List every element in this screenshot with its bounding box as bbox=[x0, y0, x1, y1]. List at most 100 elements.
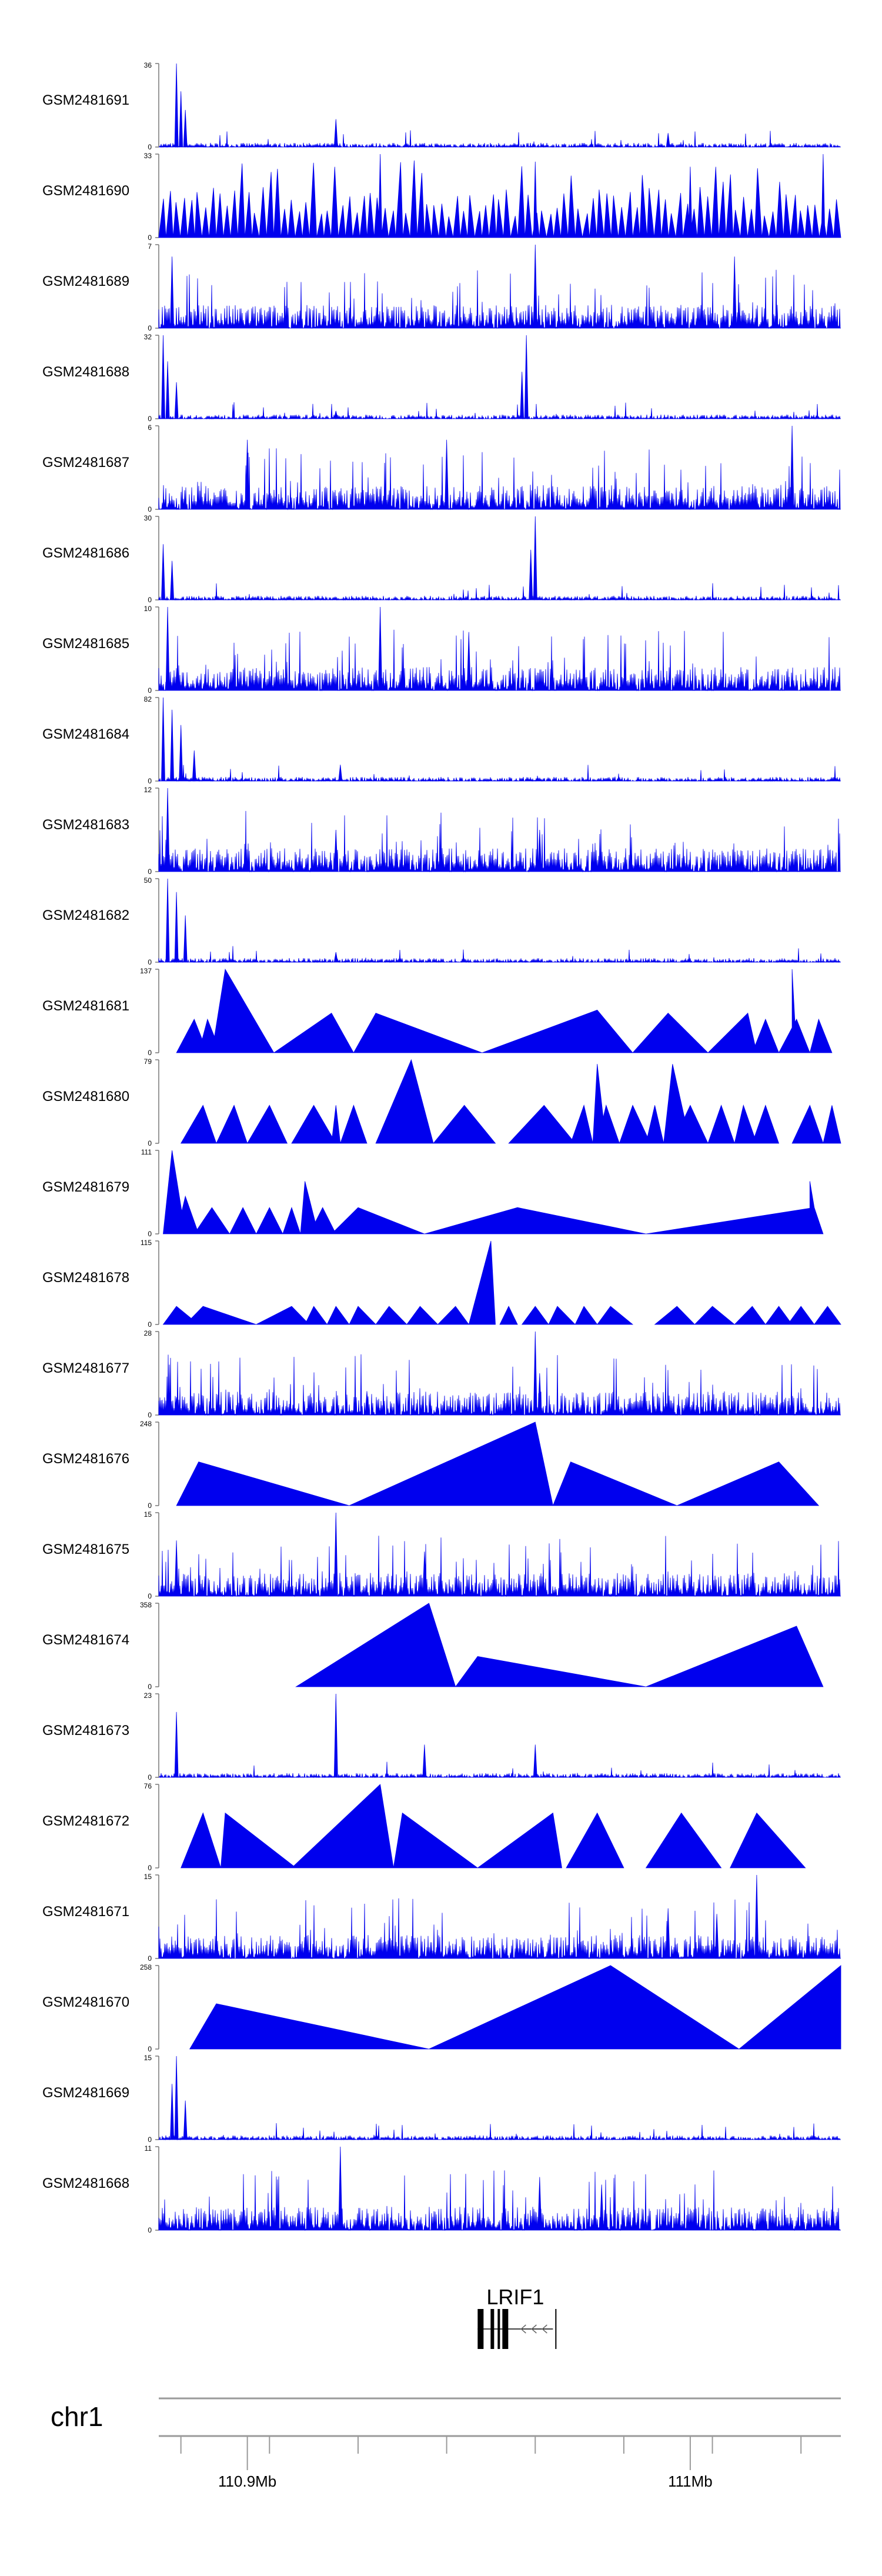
y-max-label: 6 bbox=[148, 423, 152, 432]
gene-exon bbox=[502, 2309, 509, 2349]
track-signal bbox=[295, 1603, 824, 1687]
track-label: GSM2481683 bbox=[42, 817, 129, 833]
y-max-label: 50 bbox=[144, 876, 152, 885]
y-min-label: 0 bbox=[148, 1773, 152, 1781]
track-GSM2481687: GSM2481687 6 0 bbox=[42, 423, 841, 513]
tick-label: 111Mb bbox=[668, 2472, 713, 2490]
y-min-label: 0 bbox=[148, 1683, 152, 1691]
track-label: GSM2481675 bbox=[42, 1541, 129, 1557]
y-max-label: 15 bbox=[144, 1510, 152, 1519]
y-min-label: 0 bbox=[148, 415, 152, 423]
track-signal bbox=[158, 2056, 841, 2141]
track-signal bbox=[158, 606, 841, 692]
track-signal bbox=[158, 697, 841, 782]
track-GSM2481670: GSM2481670 258 0 bbox=[42, 1963, 841, 2053]
y-min-label: 0 bbox=[148, 1230, 152, 1238]
gene-exon bbox=[497, 2309, 500, 2349]
track-signal bbox=[159, 63, 841, 148]
track-label: GSM2481674 bbox=[42, 1632, 129, 1648]
y-max-label: 358 bbox=[140, 1601, 152, 1609]
track-GSM2481674: GSM2481674 358 0 bbox=[42, 1601, 824, 1691]
y-max-label: 7 bbox=[148, 242, 152, 251]
y-max-label: 82 bbox=[144, 695, 152, 703]
track-label: GSM2481689 bbox=[42, 273, 129, 289]
track-label: GSM2481687 bbox=[42, 455, 129, 471]
y-max-label: 28 bbox=[144, 1329, 152, 1337]
y-min-label: 0 bbox=[148, 1049, 152, 1057]
track-GSM2481683: GSM2481683 12 0 bbox=[42, 786, 841, 876]
track-GSM2481675: GSM2481675 15 0 bbox=[42, 1510, 841, 1600]
track-GSM2481677: GSM2481677 28 0 bbox=[42, 1329, 841, 1419]
y-max-label: 36 bbox=[144, 61, 152, 69]
y-max-label: 137 bbox=[140, 967, 152, 975]
y-max-label: 76 bbox=[144, 1782, 152, 1790]
y-min-label: 0 bbox=[148, 1411, 152, 1419]
track-signal bbox=[158, 1512, 841, 1597]
track-GSM2481690: GSM2481690 33 0 bbox=[42, 152, 841, 242]
track-GSM2481686: GSM2481686 30 0 bbox=[42, 514, 841, 604]
track-GSM2481672: GSM2481672 76 0 bbox=[42, 1782, 806, 1872]
y-min-label: 0 bbox=[148, 1864, 152, 1872]
track-GSM2481689: GSM2481689 7 0 bbox=[42, 242, 841, 332]
track-label: GSM2481669 bbox=[42, 2085, 129, 2101]
track-signal bbox=[158, 335, 841, 420]
y-max-label: 32 bbox=[144, 333, 152, 341]
y-min-label: 0 bbox=[148, 1139, 152, 1147]
track-GSM2481688: GSM2481688 32 0 bbox=[42, 333, 841, 423]
y-min-label: 0 bbox=[148, 2135, 152, 2144]
track-label: GSM2481681 bbox=[42, 998, 129, 1014]
y-max-label: 248 bbox=[140, 1420, 152, 1428]
track-GSM2481669: GSM2481669 15 0 bbox=[42, 2054, 841, 2144]
y-max-label: 33 bbox=[144, 152, 152, 160]
gene-model bbox=[477, 2309, 557, 2349]
track-signal bbox=[158, 1693, 841, 1778]
track-label: GSM2481679 bbox=[42, 1179, 129, 1195]
track-signal bbox=[158, 878, 841, 963]
track-label: GSM2481670 bbox=[42, 1994, 129, 2010]
y-min-label: 0 bbox=[148, 777, 152, 785]
track-label: GSM2481691 bbox=[42, 92, 129, 108]
track-label: GSM2481684 bbox=[42, 726, 129, 742]
strand-arrow bbox=[520, 2324, 526, 2334]
track-signal bbox=[181, 1059, 841, 1144]
track-signal bbox=[158, 154, 841, 238]
y-min-label: 0 bbox=[148, 958, 152, 966]
track-label: GSM2481682 bbox=[42, 907, 129, 923]
track-signal bbox=[176, 968, 833, 1053]
track-signal bbox=[158, 2146, 841, 2231]
gene-exon bbox=[490, 2309, 495, 2349]
track-GSM2481682: GSM2481682 50 0 bbox=[42, 876, 841, 966]
track-GSM2481685: GSM2481685 10 0 bbox=[42, 605, 841, 695]
chromosome-label: chr1 bbox=[51, 2401, 103, 2432]
gene-label: LRIF1 bbox=[486, 2285, 544, 2309]
tick-label: 110.9Mb bbox=[218, 2472, 276, 2490]
y-max-label: 23 bbox=[144, 1691, 152, 1700]
track-label: GSM2481688 bbox=[42, 364, 129, 380]
strand-arrow bbox=[531, 2324, 537, 2334]
y-min-label: 0 bbox=[148, 2045, 152, 2053]
track-GSM2481684: GSM2481684 82 0 bbox=[42, 695, 841, 785]
gene-exon bbox=[477, 2309, 484, 2349]
gene-track: LRIF1 bbox=[477, 2285, 557, 2349]
y-max-label: 10 bbox=[144, 605, 152, 613]
y-min-label: 0 bbox=[148, 2226, 152, 2234]
y-max-label: 30 bbox=[144, 514, 152, 522]
y-max-label: 258 bbox=[140, 1963, 152, 1971]
track-signal bbox=[158, 1331, 841, 1416]
track-GSM2481691: GSM2481691 36 0 bbox=[42, 61, 841, 151]
track-signal bbox=[189, 1965, 841, 2050]
track-signal bbox=[158, 425, 841, 510]
track-signal bbox=[163, 1150, 824, 1234]
track-GSM2481678: GSM2481678 115 0 bbox=[42, 1239, 841, 1329]
track-label: GSM2481677 bbox=[42, 1360, 129, 1376]
track-label: GSM2481672 bbox=[42, 1813, 129, 1829]
y-min-label: 0 bbox=[148, 233, 152, 242]
track-signal bbox=[181, 1784, 806, 1868]
track-signal bbox=[176, 1422, 820, 1506]
y-max-label: 11 bbox=[145, 2144, 152, 2153]
y-min-label: 0 bbox=[148, 1592, 152, 1600]
y-min-label: 0 bbox=[148, 505, 152, 513]
track-label: GSM2481676 bbox=[42, 1451, 129, 1467]
track-signal bbox=[162, 1240, 841, 1325]
